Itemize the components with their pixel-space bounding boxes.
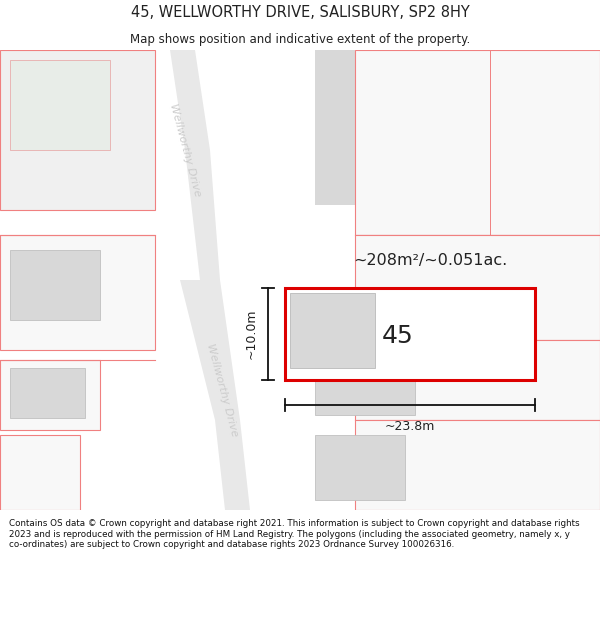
Bar <box>0 435 80 510</box>
Text: 45, WELLWORTHY DRIVE, SALISBURY, SP2 8HY: 45, WELLWORTHY DRIVE, SALISBURY, SP2 8HY <box>131 5 469 20</box>
Text: Map shows position and indicative extent of the property.: Map shows position and indicative extent… <box>130 34 470 46</box>
Polygon shape <box>180 280 250 510</box>
Bar <box>0 360 100 430</box>
Polygon shape <box>155 50 220 280</box>
Bar <box>315 435 405 500</box>
Text: ~23.8m: ~23.8m <box>385 420 435 433</box>
Bar <box>10 368 85 418</box>
Bar <box>10 60 110 150</box>
Text: ~208m²/~0.051ac.: ~208m²/~0.051ac. <box>353 253 507 268</box>
Text: Wellworthy Drive: Wellworthy Drive <box>205 342 239 437</box>
Bar <box>355 235 600 340</box>
Text: Wellworthy Drive: Wellworthy Drive <box>168 102 202 198</box>
Text: ~10.0m: ~10.0m <box>245 309 258 359</box>
Polygon shape <box>315 50 355 205</box>
Bar <box>355 420 600 510</box>
Bar <box>285 288 535 380</box>
Bar <box>0 235 155 350</box>
Bar <box>10 250 100 320</box>
Bar <box>0 50 155 210</box>
Text: 45: 45 <box>382 324 413 348</box>
Bar <box>355 50 600 235</box>
Text: Contains OS data © Crown copyright and database right 2021. This information is : Contains OS data © Crown copyright and d… <box>9 519 580 549</box>
Bar <box>290 293 375 368</box>
Bar <box>355 340 600 420</box>
Bar <box>315 340 415 415</box>
